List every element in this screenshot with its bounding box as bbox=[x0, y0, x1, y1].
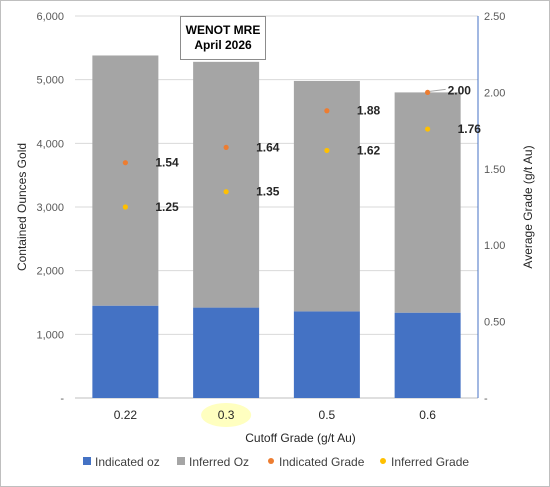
category-highlight bbox=[201, 403, 252, 427]
legend-swatch-indicated-oz bbox=[83, 457, 91, 465]
chart-title-box: WENOT MRE April 2026 bbox=[180, 16, 266, 60]
x-tick-label: 0.22 bbox=[114, 408, 138, 422]
y2-tick-label: - bbox=[484, 393, 488, 405]
data-label-indicated-grade: 1.88 bbox=[357, 104, 381, 118]
point-inferred-grade bbox=[122, 204, 128, 210]
data-label-leader bbox=[429, 88, 446, 92]
y2-tick-label: 1.00 bbox=[484, 240, 505, 252]
y-tick-label: 5,000 bbox=[36, 75, 64, 87]
point-indicated-grade bbox=[324, 108, 330, 114]
data-label-inferred-grade: 1.35 bbox=[256, 185, 280, 199]
bar-indicated-oz bbox=[92, 305, 159, 398]
data-label-inferred-grade: 1.76 bbox=[458, 122, 482, 136]
y2-tick-label: 2.50 bbox=[484, 11, 505, 23]
bar-indicated-oz bbox=[394, 312, 461, 398]
y-tick-label: 2,000 bbox=[36, 266, 64, 278]
bar-inferred-oz bbox=[193, 61, 260, 308]
y2-tick-label: 0.50 bbox=[484, 317, 505, 329]
legend-swatch-indicated-grade bbox=[268, 458, 274, 464]
y2-tick-label: 1.50 bbox=[484, 164, 505, 176]
point-indicated-grade bbox=[122, 160, 128, 166]
bar-indicated-oz bbox=[293, 311, 360, 398]
y2-axis-title: Average Grade (g/t Au) bbox=[521, 145, 535, 268]
y-tick-label: 1,000 bbox=[36, 329, 64, 341]
chart-title-line-2: April 2026 bbox=[194, 38, 252, 52]
x-tick-label: 0.5 bbox=[319, 408, 336, 422]
y-tick-label: 3,000 bbox=[36, 202, 64, 214]
y-tick-label: 4,000 bbox=[36, 138, 64, 150]
y-tick-label: 6,000 bbox=[36, 11, 64, 23]
data-label-inferred-grade: 1.25 bbox=[155, 200, 179, 214]
x-axis-title: Cutoff Grade (g/t Au) bbox=[245, 431, 356, 445]
point-indicated-grade bbox=[425, 89, 431, 95]
bar-inferred-oz bbox=[92, 55, 159, 306]
legend-label-indicated-grade: Indicated Grade bbox=[279, 455, 365, 469]
data-label-indicated-grade: 1.64 bbox=[256, 140, 280, 154]
point-inferred-grade bbox=[425, 126, 431, 132]
x-tick-label: 0.3 bbox=[218, 408, 235, 422]
y-tick-label: - bbox=[60, 393, 64, 405]
point-inferred-grade bbox=[324, 147, 330, 154]
bar-indicated-oz bbox=[193, 307, 260, 398]
bar-inferred-oz bbox=[293, 80, 360, 312]
data-label-indicated-grade: 2.00 bbox=[448, 83, 472, 97]
point-inferred-grade bbox=[223, 189, 229, 195]
data-label-indicated-grade: 1.54 bbox=[155, 156, 179, 170]
x-tick-label: 0.6 bbox=[419, 408, 436, 422]
legend-label-indicated-oz: Indicated oz bbox=[95, 455, 160, 469]
point-indicated-grade bbox=[223, 144, 229, 151]
y-axis-title: Contained Ounces Gold bbox=[15, 143, 29, 271]
legend-swatch-inferred-oz bbox=[177, 457, 185, 465]
legend-label-inferred-oz: Inferred Oz bbox=[189, 455, 249, 469]
legend-swatch-inferred-grade bbox=[380, 458, 386, 464]
bar-inferred-oz bbox=[394, 92, 461, 313]
y2-tick-label: 2.00 bbox=[484, 87, 505, 99]
chart-title-line-1: WENOT MRE bbox=[185, 23, 261, 37]
legend-label-inferred-grade: Inferred Grade bbox=[391, 455, 469, 469]
data-label-inferred-grade: 1.62 bbox=[357, 143, 381, 157]
